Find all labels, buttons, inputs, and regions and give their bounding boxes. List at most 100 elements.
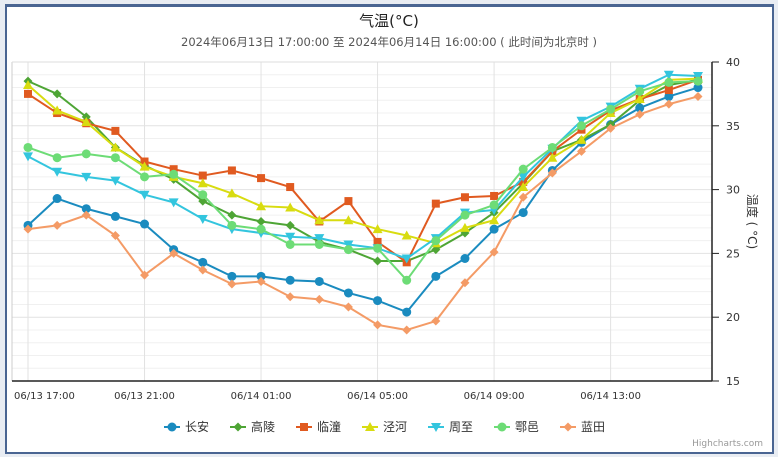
legend-marker-icon: [497, 422, 507, 432]
chart-title: 气温(°C): [359, 12, 419, 30]
data-point: [140, 219, 150, 229]
data-point: [431, 316, 441, 326]
legend-marker-icon: [233, 422, 243, 432]
data-point: [576, 146, 586, 156]
data-point: [401, 230, 412, 240]
data-point: [489, 215, 500, 225]
series-长安: [23, 83, 703, 317]
credits-link[interactable]: Highcharts.com: [692, 439, 763, 449]
legend-item[interactable]: 长安: [164, 419, 209, 434]
data-point: [256, 217, 266, 226]
legend-item[interactable]: 高陵: [230, 419, 275, 434]
data-point: [285, 202, 296, 212]
data-point: [459, 222, 470, 232]
data-point: [198, 265, 208, 275]
data-point: [518, 182, 529, 192]
data-point: [81, 204, 91, 214]
legend-item[interactable]: 蓝田: [560, 420, 605, 434]
data-point: [197, 214, 208, 224]
data-point: [81, 116, 92, 126]
data-point: [285, 239, 295, 249]
data-point: [81, 210, 91, 220]
data-point: [140, 270, 150, 280]
data-point: [256, 276, 266, 286]
data-point: [343, 215, 354, 225]
data-point: [169, 248, 179, 258]
data-point: [460, 254, 470, 264]
legend-label: 高陵: [251, 419, 275, 434]
data-point: [664, 86, 673, 95]
data-point: [489, 247, 499, 257]
data-point: [343, 288, 353, 298]
data-point: [227, 271, 237, 281]
series-高陵: [23, 75, 703, 266]
data-point: [314, 234, 325, 244]
legend-label: 泾河: [383, 420, 407, 434]
data-point: [52, 105, 63, 115]
series-line: [27, 77, 699, 245]
data-point: [460, 193, 469, 202]
legend-marker-icon: [563, 422, 573, 432]
legend-item[interactable]: 鄠邑: [494, 420, 539, 434]
data-point: [285, 275, 295, 285]
data-point: [314, 294, 324, 304]
series-蓝田: [23, 91, 703, 335]
data-point: [81, 112, 91, 122]
data-point: [635, 109, 645, 119]
series-鄠邑: [23, 76, 703, 285]
data-point: [402, 307, 412, 317]
data-point: [285, 292, 295, 302]
series-line: [27, 73, 699, 260]
legend-item[interactable]: 临潼: [296, 419, 341, 434]
data-point: [373, 256, 383, 266]
data-point: [576, 134, 587, 144]
series-line: [27, 78, 699, 263]
data-point: [285, 220, 295, 230]
legend-marker-icon: [431, 423, 441, 432]
data-point: [52, 89, 62, 99]
data-point: [285, 232, 296, 242]
data-point: [52, 220, 62, 230]
y-axis-title: 温度 ( °C): [745, 194, 760, 249]
data-point: [489, 224, 499, 234]
data-point: [547, 142, 557, 152]
legend-item[interactable]: 泾河: [362, 420, 407, 434]
legend-marker-icon: [365, 422, 375, 431]
data-point: [518, 172, 529, 182]
y-tick-label: 25: [726, 247, 740, 260]
y-tick-label: 20: [726, 311, 740, 324]
data-point: [168, 198, 179, 208]
x-tick-label: 06/14 05:00: [347, 391, 408, 402]
data-point: [197, 178, 208, 188]
data-point: [518, 208, 528, 218]
data-point: [110, 153, 120, 163]
data-point: [576, 121, 586, 131]
legend-item[interactable]: 周至: [428, 420, 473, 434]
data-point: [139, 161, 150, 171]
data-point: [198, 257, 208, 267]
data-point: [23, 152, 33, 162]
data-point: [431, 199, 440, 208]
data-point: [23, 224, 33, 234]
data-point: [519, 177, 528, 186]
data-point: [518, 164, 528, 174]
data-point: [664, 99, 674, 109]
data-point: [169, 165, 178, 174]
data-point: [343, 240, 354, 250]
data-point: [52, 194, 62, 204]
data-point: [693, 91, 703, 101]
data-point: [402, 325, 412, 335]
data-point: [110, 142, 121, 152]
data-point: [169, 169, 179, 179]
data-point: [402, 275, 412, 285]
data-point: [257, 174, 266, 183]
data-point: [139, 190, 150, 200]
data-point: [401, 254, 412, 264]
y-tick-label: 15: [726, 375, 740, 388]
data-point: [431, 245, 441, 255]
data-point: [343, 245, 353, 255]
series-line: [27, 78, 699, 264]
x-tick-label: 06/13 17:00: [14, 391, 75, 402]
data-point: [227, 210, 237, 220]
